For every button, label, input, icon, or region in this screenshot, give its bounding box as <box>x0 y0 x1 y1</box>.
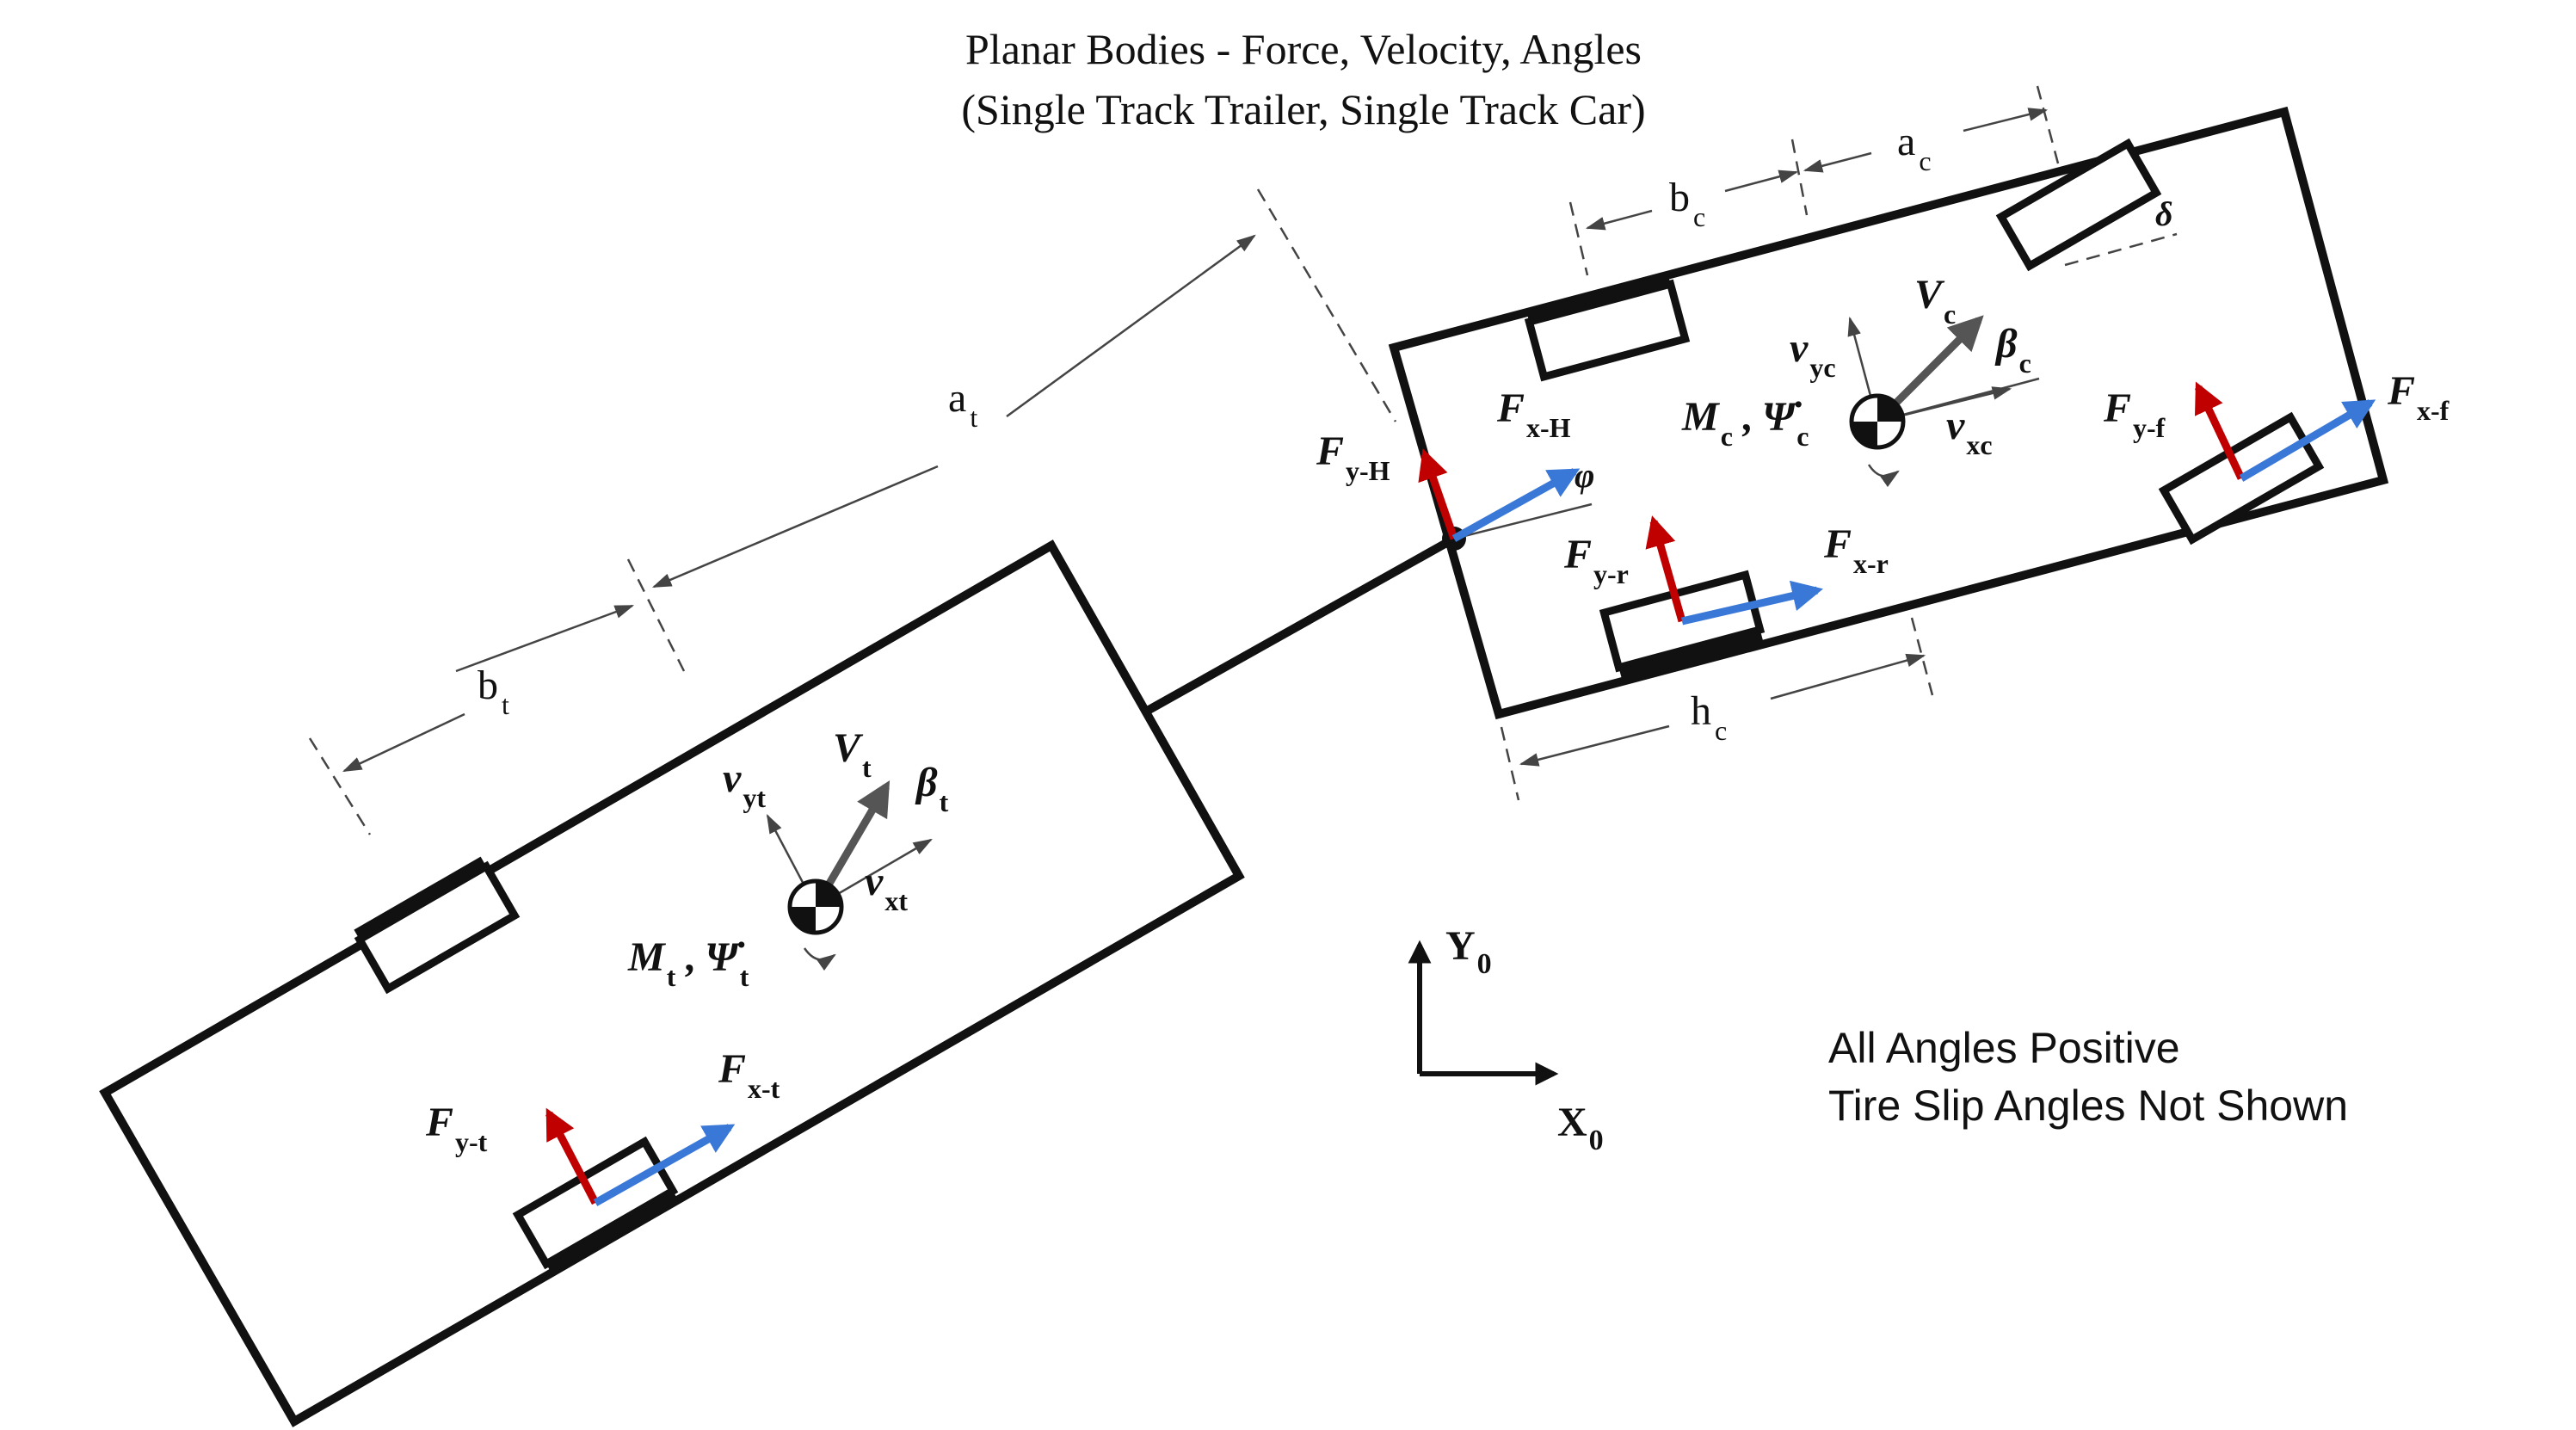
label-hitch-longitudinal-force: Fx-H <box>1496 385 1571 443</box>
label-car-vyc: vyc <box>1790 325 1836 383</box>
label-front-longitudinal-force: Fx-f <box>2387 368 2450 426</box>
trailer-cg-icon <box>787 878 844 935</box>
dim-trailer-b-arrow-rear <box>342 712 465 773</box>
label-hitch-angle: φ <box>1575 456 1594 495</box>
trailer-side-wheel <box>354 856 521 995</box>
trailer-axle-forces <box>545 1107 736 1206</box>
dim-car-b-ext-rear <box>1568 201 1589 276</box>
label-car-beta: βc <box>1994 321 2031 379</box>
label-hitch-lateral-force: Fy-H <box>1316 428 1390 486</box>
dim-trailer-b-arrow-front <box>455 604 635 673</box>
car-side-wheel <box>1524 273 1691 382</box>
dim-trailer-a-ext-rear <box>626 558 686 672</box>
car-rear-forces <box>1645 515 1824 626</box>
hitch-reference-line <box>1453 502 1593 540</box>
dim-car-h-arrow-rear <box>1519 724 1670 767</box>
label-trailer-beta: βt <box>915 760 949 817</box>
label-trailer-moment: Mt , Ψ̇t <box>627 934 749 992</box>
rear-longitudinal-force-arrow <box>1680 580 1824 626</box>
label-car-velocity: Vc <box>1914 272 1956 330</box>
dim-car-ab-ext <box>1790 139 1809 216</box>
trailer-outline <box>99 539 1245 1427</box>
dim-car-b-arrow-rear <box>1585 209 1653 231</box>
label-steer-angle: δ <box>2155 194 2173 233</box>
dim-trailer-b-ext <box>308 737 372 835</box>
front-lateral-force-arrow <box>2194 381 2246 480</box>
dim-car-b-arrow-front <box>1724 170 1799 193</box>
note-line-1: All Angles Positive <box>1828 1024 2180 1072</box>
notes: All Angles Positive Tire Slip Angles Not… <box>1828 1024 2348 1130</box>
dimension-lines <box>308 85 2060 835</box>
label-car-moment: Mc , Ψ̇c <box>1681 394 1809 452</box>
car-front-forces <box>2194 381 2376 482</box>
label-car-vxc: vxc <box>1946 403 1993 460</box>
y0-label: Y0 <box>1445 923 1492 980</box>
car-cg-group <box>1847 315 2040 488</box>
car-cg-icon <box>1849 393 1906 450</box>
hitch-longitudinal-force-arrow <box>1451 468 1581 542</box>
label-trailer-vyt: vyt <box>723 755 766 813</box>
dim-car-h-ext-front <box>1910 617 1934 696</box>
car-outline <box>1388 106 2389 720</box>
dim-trailer-a-ext-front <box>1256 188 1397 422</box>
steer-reference-line <box>2064 232 2178 267</box>
car-front-top-wheel <box>1995 138 2162 272</box>
label-trailer-velocity: Vt <box>833 725 872 783</box>
rear-lateral-force-arrow <box>1645 515 1686 623</box>
label-trailer-vxt: vxt <box>865 859 908 916</box>
global-frame: Y0 X0 <box>1408 923 1604 1156</box>
dim-car-a-arrow-rear <box>1803 151 1872 173</box>
title-line-1: Planar Bodies - Force, Velocity, Angles <box>965 25 1642 73</box>
hitch-lateral-force-arrow <box>1418 448 1458 540</box>
label-trailer-longitudinal-force: Fx-t <box>718 1046 780 1104</box>
note-line-2: Tire Slip Angles Not Shown <box>1828 1082 2348 1130</box>
trailer-yaw-arrow <box>803 947 836 971</box>
label-rear-lateral-force: Fy-r <box>1563 532 1629 589</box>
x0-label: X0 <box>1557 1100 1604 1156</box>
drawbar <box>1142 534 1457 717</box>
trailer-cg-group <box>766 780 933 971</box>
label-rear-longitudinal-force: Fx-r <box>1823 521 1889 579</box>
dim-car-a-ext-front <box>2036 85 2060 164</box>
dim-trailer-a-arrow-front <box>1006 234 1256 418</box>
title: Planar Bodies - Force, Velocity, Angles … <box>961 25 1645 133</box>
force-labels: Fy-H Fx-H φ Fy-f Fx-f δ Fy-r Fx-r Vc βc … <box>425 194 2450 1157</box>
car-yaw-arrow <box>1867 464 1900 488</box>
dim-car-h-ext-rear <box>1500 726 1520 801</box>
trailer-longitudinal-force-arrow <box>593 1124 736 1206</box>
dim-trailer-a-arrow-rear <box>651 465 939 589</box>
label-front-lateral-force: Fy-f <box>2103 385 2166 443</box>
label-trailer-lateral-force: Fy-t <box>425 1100 488 1157</box>
trailer-lateral-force-arrow <box>545 1107 599 1205</box>
front-longitudinal-force-arrow <box>2239 399 2376 482</box>
title-line-2: (Single Track Trailer, Single Track Car) <box>961 85 1645 133</box>
dim-car-a-arrow-front <box>1963 108 2049 133</box>
dim-car-h-arrow-front <box>1770 653 1926 700</box>
